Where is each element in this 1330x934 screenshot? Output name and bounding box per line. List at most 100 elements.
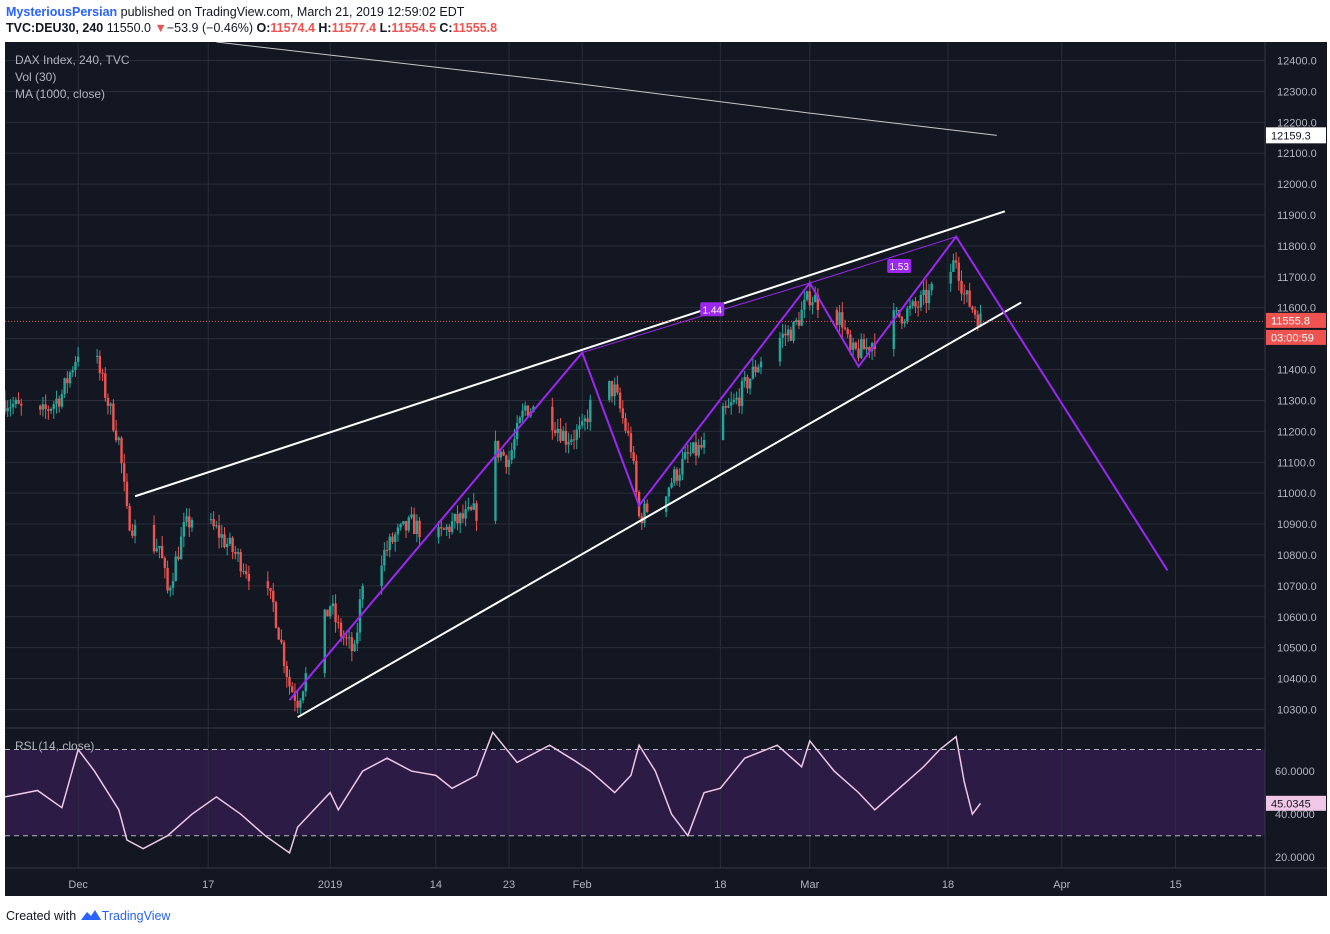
candle-body: [380, 565, 383, 587]
candle-body: [220, 534, 223, 538]
candle-body: [963, 293, 966, 295]
candle-body: [521, 410, 524, 418]
candle-body: [231, 537, 234, 552]
candle-body: [702, 440, 706, 448]
candle-body: [968, 290, 971, 307]
publish-info: published on TradingView.com, March 21, …: [120, 5, 465, 19]
price-tick-label: 10900.0: [1277, 519, 1317, 531]
price-tick-label: 11200.0: [1277, 426, 1316, 438]
candle-body: [857, 348, 860, 358]
candle-body: [475, 503, 478, 521]
candle-body: [217, 525, 221, 538]
candle-body: [916, 306, 920, 308]
candle-body: [675, 469, 679, 481]
time-tick-label: Feb: [573, 879, 592, 891]
candle-body: [621, 408, 625, 419]
open-value: 11574.4: [270, 21, 315, 35]
candle-body: [502, 451, 505, 456]
candle-body: [789, 329, 793, 341]
pattern-connector-1: [582, 282, 810, 354]
time-tick-label: 14: [430, 879, 442, 891]
candle-body: [862, 339, 866, 350]
high-value: 11577.4: [331, 21, 377, 35]
candle-body: [244, 571, 248, 575]
candle-body: [507, 459, 511, 467]
candle-body: [55, 398, 58, 405]
candle-body: [721, 406, 725, 441]
candle-body: [272, 590, 275, 603]
close-value: 11555.8: [452, 21, 498, 35]
candle-body: [101, 372, 104, 374]
candle-body: [415, 520, 419, 535]
candle-body: [410, 514, 413, 518]
candle-body: [353, 643, 356, 652]
legend-moving-average: MA (1000, close): [15, 87, 105, 101]
close-label: C:: [439, 21, 453, 35]
candle-body: [234, 551, 237, 554]
time-tick-label: Apr: [1053, 879, 1070, 891]
chart-panel[interactable]: 1.44 1.53 10300.0 10400.0 10500.0 10600.0 107…: [3, 41, 1327, 896]
candle-body: [412, 514, 416, 535]
candle-body: [976, 314, 979, 327]
price-tick-label: 11600.0: [1277, 303, 1316, 315]
chart-canvas[interactable]: 1.44 1.53 10300.0 10400.0 10500.0 10600.0 107…: [3, 41, 1327, 896]
candle-body: [553, 430, 557, 433]
candle-body: [816, 295, 820, 310]
candle-body: [174, 556, 177, 582]
high-label: H:: [318, 21, 332, 35]
pattern-ratio-label: 1.44: [702, 305, 722, 316]
candle-body: [686, 452, 690, 454]
candle-body: [906, 308, 909, 322]
candle-body: [892, 310, 895, 350]
candle-body: [404, 521, 408, 531]
tradingview-logo-icon: [80, 908, 102, 925]
candle-body: [835, 309, 839, 325]
tradingview-brand-link[interactable]: TradingView: [101, 908, 171, 923]
candle-body: [635, 461, 638, 493]
candle-body: [670, 482, 673, 488]
candle-body: [223, 534, 226, 548]
candle-body: [925, 289, 928, 304]
candle-body: [751, 366, 755, 379]
candle-body: [66, 378, 69, 384]
candle-body: [811, 302, 814, 306]
candle-body: [41, 404, 45, 410]
candle-body: [689, 452, 692, 454]
candle-body: [700, 445, 703, 448]
created-with-text: Created with: [6, 908, 77, 923]
candle-body: [418, 520, 421, 538]
rsi-line: [4, 730, 982, 855]
candle-body: [930, 283, 933, 291]
rsi-tick-label: 40.0000: [1275, 809, 1315, 821]
candle-body: [645, 503, 649, 512]
candle-body: [112, 403, 115, 431]
candle-body: [746, 377, 749, 389]
candle-body: [464, 509, 467, 519]
candle-body: [667, 487, 671, 497]
candle-body: [797, 320, 801, 326]
candle-body: [39, 405, 42, 410]
last-price-label: 11555.8: [1271, 315, 1310, 327]
candle-body: [559, 428, 562, 441]
candle-body: [131, 530, 134, 536]
candle-body: [727, 405, 730, 408]
candle-body: [236, 552, 240, 554]
candle-body: [225, 544, 229, 548]
candle-body: [47, 409, 50, 411]
candle-body: [616, 384, 619, 393]
candle-body: [459, 513, 462, 524]
candle-body: [190, 520, 194, 528]
candle-body: [738, 397, 741, 407]
author-link[interactable]: MysteriousPersian: [6, 5, 118, 19]
candle-body: [385, 549, 389, 551]
time-tick-label: 15: [1169, 879, 1181, 891]
candle-body: [393, 534, 397, 542]
candle-body: [57, 398, 61, 407]
legend-title: DAX Index, 240, TVC: [15, 53, 130, 67]
publish-header: MysteriousPersian published on TradingVi…: [6, 4, 497, 36]
candle-body: [808, 291, 811, 306]
candle-body: [68, 372, 72, 384]
bar-countdown-label: 03:00:59: [1271, 332, 1314, 344]
candle-body: [781, 333, 784, 338]
legend-rsi: RSI (14, close): [15, 739, 94, 753]
